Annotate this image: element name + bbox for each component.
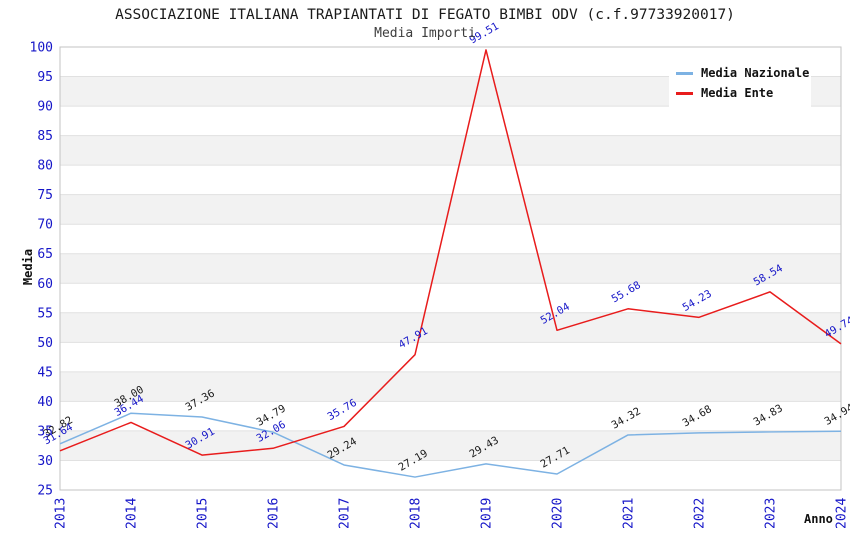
y-tick-label: 50 bbox=[37, 336, 53, 351]
chart-subtitle: Media Importi bbox=[374, 26, 476, 41]
media-ente-line-swatch-icon bbox=[676, 91, 693, 95]
y-tick-label: 90 bbox=[37, 100, 53, 115]
legend-label-media-nazionale: Media Nazionale bbox=[701, 66, 810, 80]
y-tick-label: 40 bbox=[37, 395, 53, 410]
data-label-series-0: 34.94 bbox=[823, 402, 850, 428]
plot-border bbox=[59, 46, 842, 491]
y-tick-label: 25 bbox=[37, 484, 53, 499]
x-tick-label: 2015 bbox=[196, 498, 211, 529]
x-tick-label: 2021 bbox=[622, 498, 637, 529]
plot-band bbox=[60, 135, 841, 166]
x-tick-label: 2023 bbox=[764, 498, 779, 529]
y-axis-label: Media bbox=[21, 248, 35, 286]
legend-item-media-ente: Media Ente bbox=[676, 83, 811, 103]
y-tick-label: 60 bbox=[37, 277, 53, 292]
data-label-series-0: 34.68 bbox=[681, 403, 714, 429]
plot-band bbox=[60, 312, 841, 343]
x-tick-label: 2024 bbox=[835, 498, 850, 529]
chart-title: ASSOCIAZIONE ITALIANA TRAPIANTATI DI FEG… bbox=[115, 7, 735, 23]
legend-label-media-ente: Media Ente bbox=[701, 86, 774, 100]
y-tick-label: 95 bbox=[37, 70, 53, 85]
x-tick-label: 2013 bbox=[54, 498, 69, 529]
y-tick-label: 45 bbox=[37, 365, 53, 380]
x-tick-label: 2020 bbox=[551, 498, 566, 529]
media-nazionale-line-swatch-icon bbox=[676, 71, 693, 75]
y-tick-label: 75 bbox=[37, 188, 53, 203]
legend-item-media-nazionale: Media Nazionale bbox=[676, 63, 811, 83]
y-tick-label: 30 bbox=[37, 454, 53, 469]
x-tick-label: 2014 bbox=[125, 498, 140, 529]
data-label-series-1: 54.23 bbox=[681, 288, 714, 314]
y-tick-label: 55 bbox=[37, 306, 53, 321]
legend: Media Nazionale Media Ente bbox=[669, 60, 811, 107]
x-tick-label: 2016 bbox=[267, 498, 282, 529]
x-tick-label: 2017 bbox=[338, 498, 353, 529]
plot-band bbox=[60, 430, 841, 461]
y-tick-label: 85 bbox=[37, 129, 53, 144]
plot-band bbox=[60, 371, 841, 402]
y-tick-label: 65 bbox=[37, 247, 53, 262]
data-label-series-0: 34.32 bbox=[610, 405, 643, 431]
series-line-0 bbox=[59, 412, 842, 478]
data-label-series-0: 34.83 bbox=[752, 402, 785, 428]
y-tick-label: 70 bbox=[37, 218, 53, 233]
plot-band bbox=[60, 253, 841, 284]
x-axis-label: Anno bbox=[804, 512, 833, 526]
y-tick-label: 100 bbox=[30, 41, 53, 56]
y-tick-label: 35 bbox=[37, 424, 53, 439]
y-tick-label: 80 bbox=[37, 159, 53, 174]
x-tick-label: 2018 bbox=[409, 498, 424, 529]
x-tick-label: 2022 bbox=[693, 498, 708, 529]
series-line-1 bbox=[59, 49, 842, 456]
x-tick-label: 2019 bbox=[480, 498, 495, 529]
